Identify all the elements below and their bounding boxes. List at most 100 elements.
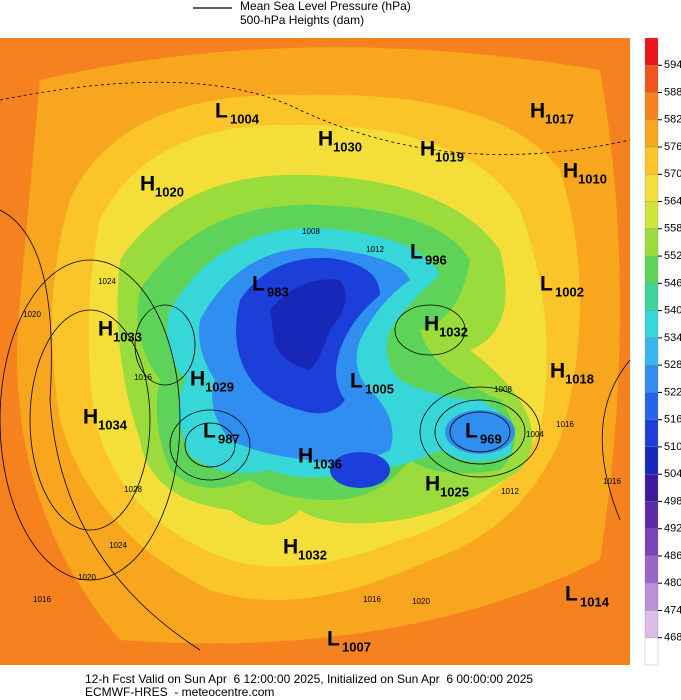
center-letter: H: [420, 138, 435, 161]
center-letter: L: [565, 583, 578, 606]
center-pressure: 1017: [545, 111, 574, 126]
colorbar-segment: [644, 65, 659, 93]
center-letter: L: [465, 420, 478, 443]
colorbar-segment: [644, 419, 659, 448]
center-letter: H: [140, 173, 155, 196]
isobar-label: 1016: [33, 595, 51, 604]
colorbar-segment: [644, 446, 659, 475]
center-pressure: 1004: [230, 111, 260, 126]
center-pressure: 996: [425, 252, 447, 267]
colorbar-segment: [644, 174, 659, 202]
colorbar-label: 480: [664, 577, 681, 589]
colorbar-label: 498: [664, 495, 681, 507]
center-letter: H: [530, 100, 545, 123]
isobar-label: 1008: [302, 227, 320, 236]
center-pressure: 983: [267, 284, 289, 299]
center-pressure: 987: [218, 431, 240, 446]
center-pressure: 1032: [439, 324, 468, 339]
center-letter: L: [203, 420, 216, 443]
colorbar-segment: [644, 201, 659, 229]
isobar-label: 1008: [494, 385, 512, 394]
center-letter: L: [215, 100, 228, 123]
center-letter: L: [350, 370, 363, 393]
footer-text: 12-h Fcst Valid on Sun Apr 6 12:00:00 20…: [85, 672, 533, 686]
colorbar-segment: [644, 583, 659, 611]
center-letter: H: [550, 360, 565, 383]
colorbar-label: 474: [664, 604, 681, 616]
colorbar-segment: [644, 283, 659, 311]
legend-item: Mean Sea Level Pressure (hPa): [240, 0, 411, 13]
isobar-label: 1020: [23, 310, 41, 319]
isobar-label: 1012: [366, 245, 384, 254]
isobar-label: 1016: [556, 420, 574, 429]
center-letter: L: [410, 241, 423, 264]
legend-item: 500-hPa Heights (dam): [240, 13, 364, 27]
colorbar-label: 594: [664, 59, 681, 71]
center-pressure: 969: [480, 431, 502, 446]
colorbar-label: 504: [664, 468, 681, 480]
center-letter: H: [98, 318, 113, 341]
isobar-label: 1028: [124, 485, 142, 494]
center-letter: H: [318, 128, 333, 151]
colorbar-label: 546: [664, 277, 681, 289]
center-letter: H: [425, 473, 440, 496]
center-pressure: 1005: [365, 381, 394, 396]
center-pressure: 1007: [342, 639, 371, 654]
colorbar-segment: [644, 119, 659, 148]
colorbar-segment: [644, 610, 659, 638]
colorbar-segment: [644, 392, 659, 420]
colorbar-segment: [644, 364, 659, 393]
center-pressure: 1030: [333, 139, 362, 154]
center-letter: H: [424, 313, 439, 336]
colorbar-segment: [644, 337, 659, 366]
center-pressure: 1020: [155, 184, 184, 199]
isobar-label: 1020: [78, 573, 96, 582]
center-pressure: 1025: [440, 484, 469, 499]
isobar-label: 1020: [412, 597, 430, 606]
center-pressure: 1014: [580, 594, 610, 609]
colorbar-label: 528: [664, 359, 681, 371]
center-letter: H: [83, 406, 98, 429]
isobar-label: 1016: [363, 595, 381, 604]
colorbar-label: 510: [664, 441, 681, 453]
center-pressure: 1036: [313, 456, 342, 471]
isobar-label: 1004: [526, 430, 544, 439]
colorbar-segment: [644, 310, 659, 339]
center-pressure: 1018: [565, 371, 594, 386]
center-letter: L: [252, 273, 265, 296]
center-letter: H: [563, 160, 578, 183]
center-pressure: 1034: [98, 417, 128, 432]
colorbar-segment: [644, 92, 659, 120]
colorbar-label: 558: [664, 223, 681, 235]
colorbar-label: 570: [664, 168, 681, 180]
center-letter: H: [298, 445, 313, 468]
center-pressure: 1029: [205, 379, 234, 394]
center-letter: L: [327, 628, 340, 651]
isobar-label: 1016: [134, 373, 152, 382]
colorbar-label: 564: [664, 195, 681, 207]
colorbar-label: 588: [664, 86, 681, 98]
center-letter: H: [283, 536, 298, 559]
colorbar-label: 534: [664, 332, 681, 344]
center-letter: H: [190, 368, 205, 391]
map: [0, 38, 631, 665]
colorbar-segment: [644, 474, 659, 502]
isobar-label: 1024: [109, 541, 127, 550]
center-pressure: 1032: [298, 547, 327, 562]
center-pressure: 1033: [113, 329, 142, 344]
footer-text: ECMWF-HRES - meteocentre.com: [85, 685, 274, 699]
colorbar-label: 516: [664, 414, 681, 426]
isobar-label: 1012: [501, 487, 519, 496]
colorbar-segment: [644, 501, 659, 529]
colorbar-label: 522: [664, 386, 681, 398]
colorbar-label: 492: [664, 523, 681, 535]
center-pressure: 1010: [578, 171, 607, 186]
colorbar-segment: [644, 528, 659, 557]
colorbar-label: 468: [664, 632, 681, 644]
colorbar-label: 486: [664, 550, 681, 562]
colorbar-label: 582: [664, 114, 681, 126]
center-pressure: 1002: [555, 284, 584, 299]
center-pressure: 1019: [435, 149, 464, 164]
center-letter: L: [540, 273, 553, 296]
